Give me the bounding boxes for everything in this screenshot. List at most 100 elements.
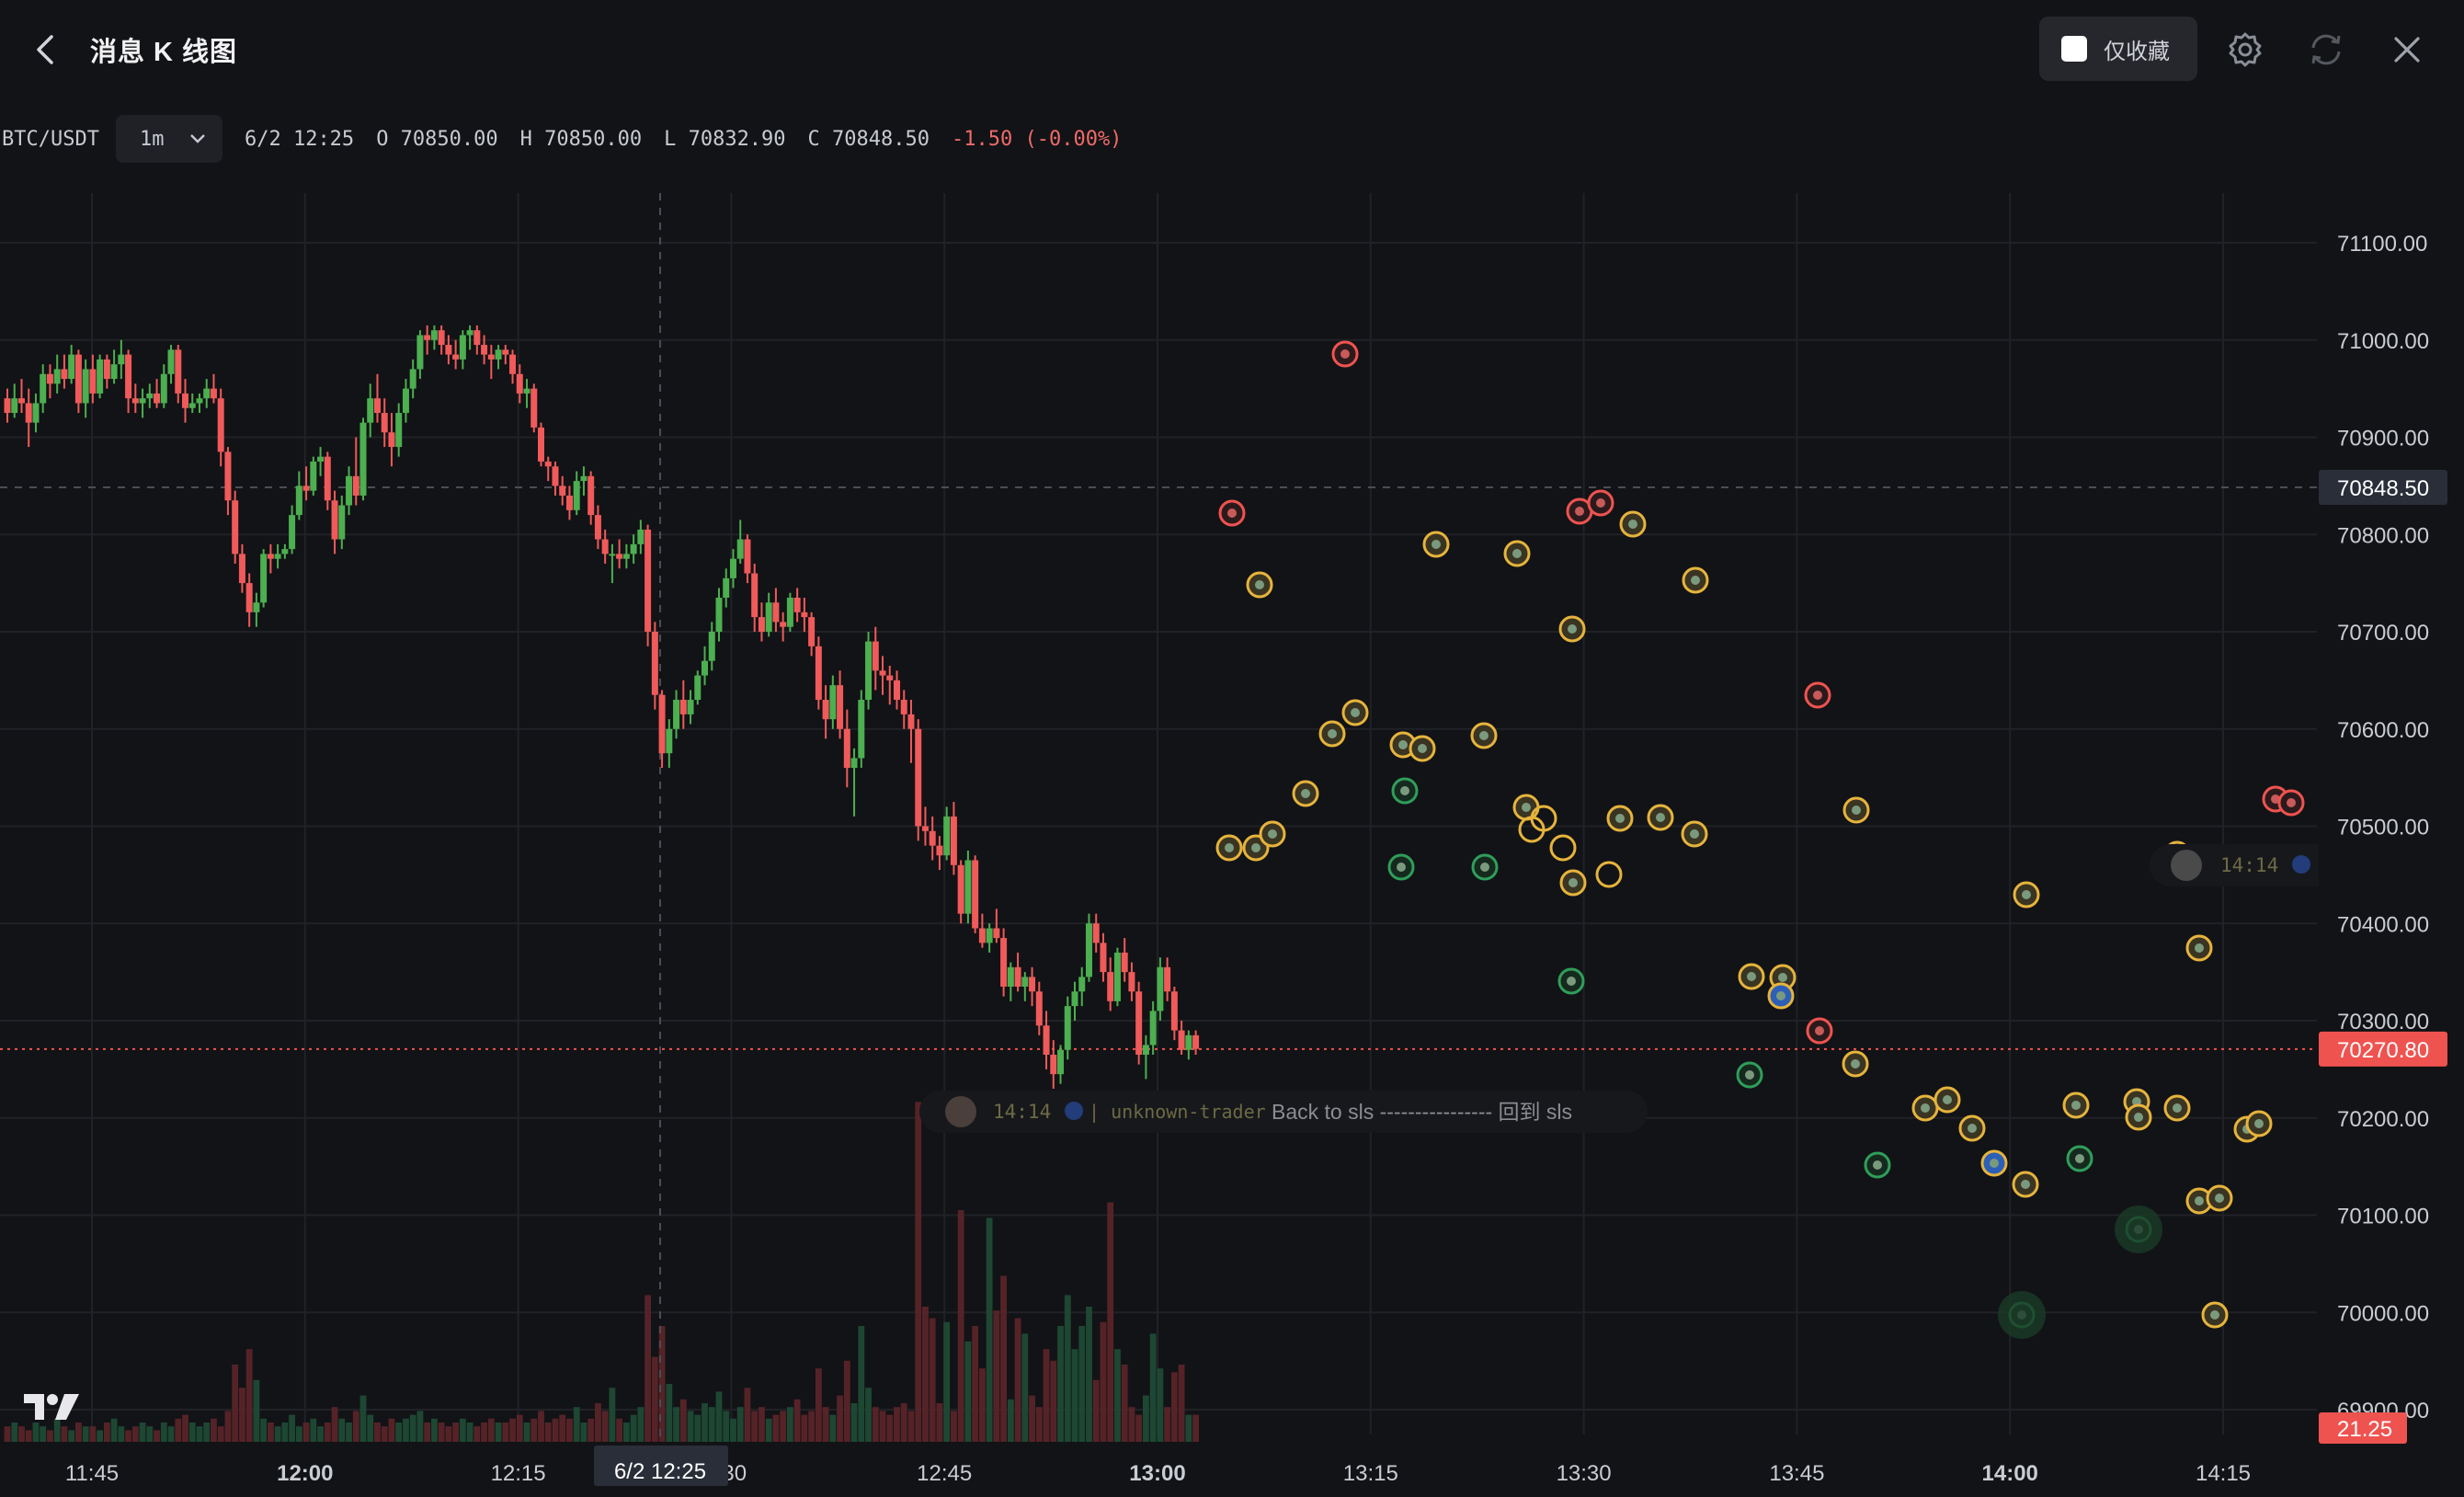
candle-body (196, 398, 203, 404)
avatar-dot (1691, 576, 1700, 585)
candle-body (324, 456, 331, 501)
volume-bar (530, 1418, 538, 1442)
candle-body (744, 539, 751, 574)
volume-bar (110, 1418, 118, 1442)
volume-bar (793, 1399, 801, 1442)
volume-bar (1149, 1333, 1157, 1442)
candle-body (61, 369, 68, 380)
candle-body (182, 393, 188, 408)
candle-body (694, 675, 702, 701)
volume-bar (679, 1399, 687, 1442)
volume-bar (167, 1426, 175, 1442)
candle-body (82, 369, 89, 404)
candle-body (879, 670, 886, 676)
interval-dropdown[interactable]: 1m (115, 115, 222, 163)
candle-body (850, 758, 858, 769)
avatar-dot (1268, 829, 1277, 839)
message-tooltip (919, 1091, 1648, 1133)
candle-body (238, 554, 245, 584)
candle-body (587, 475, 595, 516)
volume-bar (32, 1423, 40, 1442)
candle-body (702, 660, 709, 676)
volume-bar (843, 1360, 850, 1442)
candle-body (466, 330, 473, 336)
time-tick-label: 13:45 (1769, 1461, 1824, 1486)
volume-bar (1170, 1372, 1178, 1442)
volume-bar (160, 1423, 167, 1442)
candle-body (267, 554, 274, 559)
time-tick-label: 14:00 (1982, 1461, 2038, 1486)
candle-body (972, 860, 979, 929)
candle-body (381, 413, 388, 433)
volume-bar (103, 1423, 110, 1442)
avatar-dot (1568, 624, 1577, 634)
candle-body (68, 354, 75, 380)
volume-bar (580, 1423, 587, 1442)
time-tick-label: 11:45 (65, 1461, 119, 1486)
close-icon[interactable] (2387, 29, 2427, 70)
volume-bar (595, 1403, 601, 1442)
refresh-icon[interactable] (2306, 29, 2346, 70)
candle-body (729, 558, 736, 578)
price-tick-label: 70300.00 (2337, 1010, 2429, 1034)
avatar-dot (2075, 1154, 2084, 1163)
candle-body (936, 845, 943, 856)
avatar-dot (1921, 1103, 1930, 1113)
avatar-dot (1251, 843, 1261, 852)
candle-body (651, 632, 658, 695)
candle-body (808, 617, 816, 646)
volume-bar (502, 1423, 509, 1442)
volume-bar (972, 1326, 979, 1442)
candle-body (1071, 991, 1078, 1007)
volume-bar (900, 1403, 907, 1442)
legend-high: H 70850.00 (519, 127, 643, 151)
candle-body (103, 359, 110, 380)
avatar-dot (1851, 1059, 1860, 1068)
candle-body (1085, 923, 1092, 977)
volume-bar (1086, 1307, 1092, 1442)
candle-body (915, 728, 922, 827)
candle-body (17, 398, 25, 404)
candle-body (281, 549, 289, 554)
settings-gear-icon[interactable] (2225, 29, 2265, 70)
avatar-dot (1656, 813, 1665, 822)
volume-bar (203, 1423, 211, 1442)
back-icon[interactable] (29, 31, 63, 68)
volume-bar (47, 1430, 53, 1442)
volume-bar (452, 1423, 460, 1442)
volume-bar (523, 1423, 530, 1442)
candlesticks (4, 325, 1200, 1090)
candle-body (139, 398, 146, 404)
candle-body (167, 349, 175, 374)
volume-bar (815, 1368, 822, 1442)
avatar-dot (1432, 540, 1441, 549)
candle-body (11, 398, 18, 414)
volume-bar (224, 1411, 232, 1442)
volume-bar (894, 1407, 900, 1442)
candle-body (1149, 1011, 1157, 1046)
volume-bars (4, 1102, 1199, 1442)
favorites-checkbox[interactable] (2061, 36, 2087, 62)
candle-body (481, 345, 488, 355)
candle-body (295, 486, 302, 516)
tradingview-logo-icon (24, 1394, 79, 1420)
candle-body (4, 398, 11, 414)
volume-bar (986, 1217, 993, 1442)
volume-bar (53, 1418, 61, 1442)
volume-bar (552, 1418, 559, 1442)
price-axis-panel (2319, 184, 2464, 1490)
candle-body (1043, 1025, 1050, 1056)
favorites-only-toggle[interactable]: 仅收藏 (2039, 17, 2197, 81)
avatar-dot (1615, 814, 1625, 823)
avatar-dot (1596, 498, 1605, 508)
candle-body (260, 554, 268, 603)
avatar-dot (1567, 977, 1576, 986)
candle-body (175, 349, 182, 394)
volume-bar (622, 1423, 630, 1442)
volume-label: 21.25 (2337, 1417, 2392, 1442)
candle-body (217, 398, 224, 452)
avatar-dot (1398, 740, 1408, 749)
candle-body (416, 335, 424, 370)
volume-bar (25, 1430, 32, 1442)
